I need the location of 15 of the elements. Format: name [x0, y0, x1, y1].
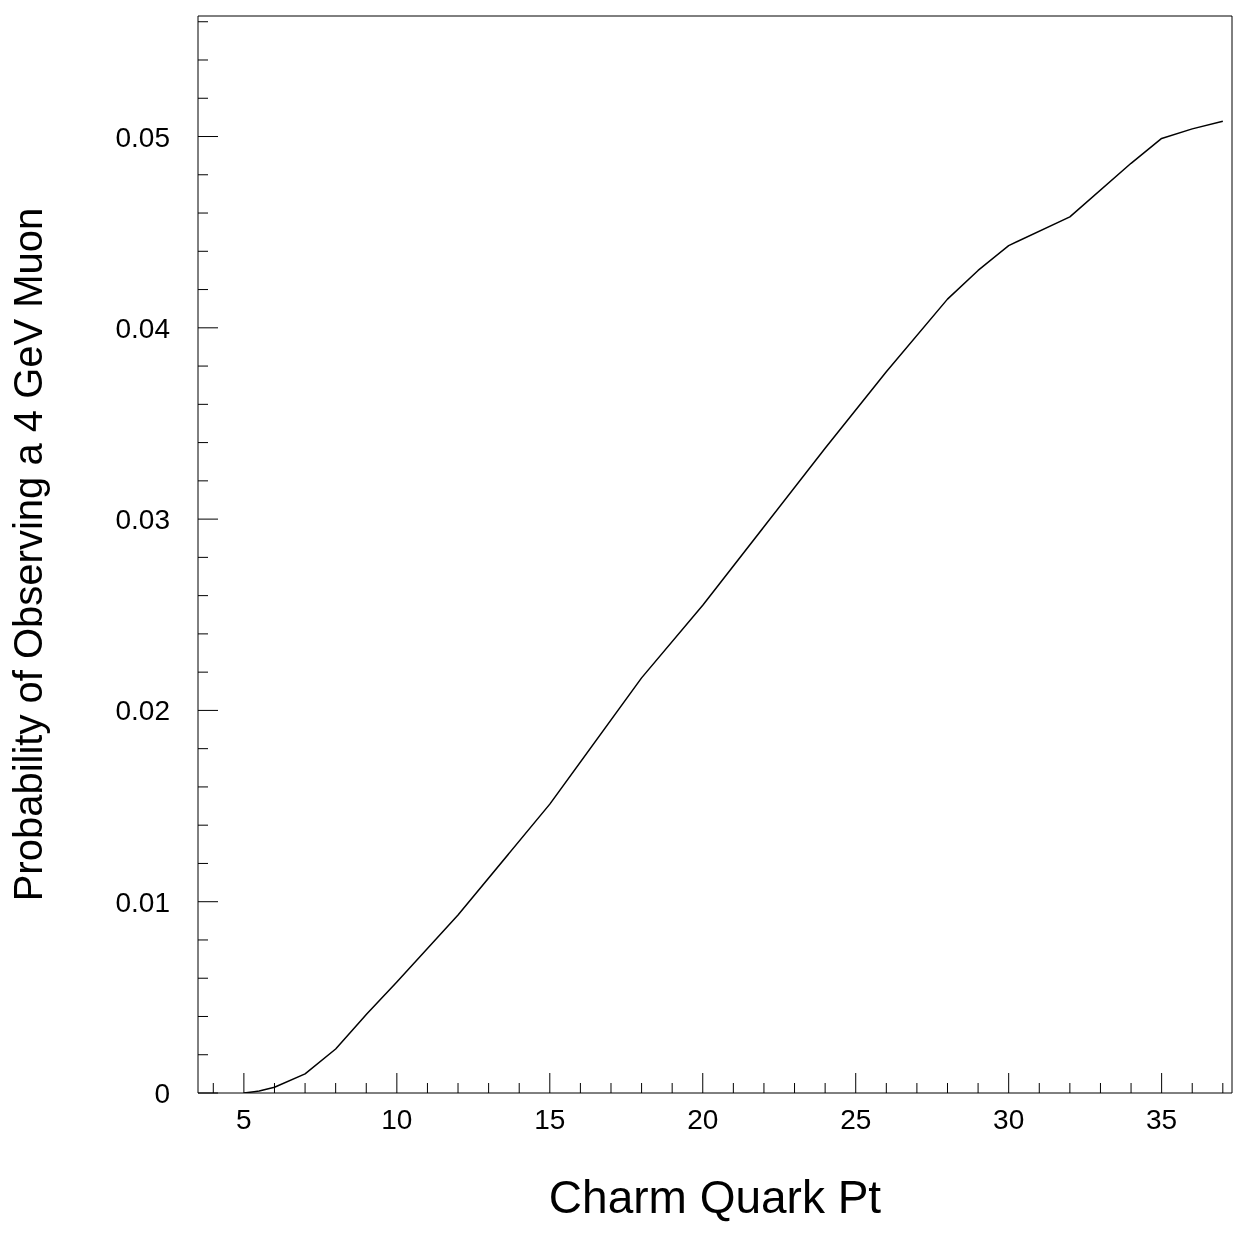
- y-tick-label: 0.01: [115, 886, 170, 918]
- y-axis-title: Probability of Observing a 4 GeV Muon: [6, 207, 51, 902]
- x-axis-title: Charm Quark Pt: [548, 1171, 882, 1223]
- x-tick-label: 35: [1146, 1104, 1178, 1135]
- y-tick-label: 0.05: [115, 121, 170, 153]
- x-tick-label: 30: [993, 1104, 1025, 1135]
- y-tick-label: 0.03: [115, 504, 170, 536]
- x-tick-label: 5: [236, 1104, 252, 1135]
- y-tick-label: 0.02: [115, 695, 170, 727]
- y-tick-label: 0: [154, 1078, 170, 1109]
- x-tick-label: 20: [687, 1104, 719, 1135]
- x-tick-label: 25: [840, 1104, 872, 1135]
- x-tick-label: 15: [534, 1104, 566, 1135]
- x-tick-label: 10: [381, 1104, 413, 1135]
- y-tick-label: 0.04: [115, 312, 170, 344]
